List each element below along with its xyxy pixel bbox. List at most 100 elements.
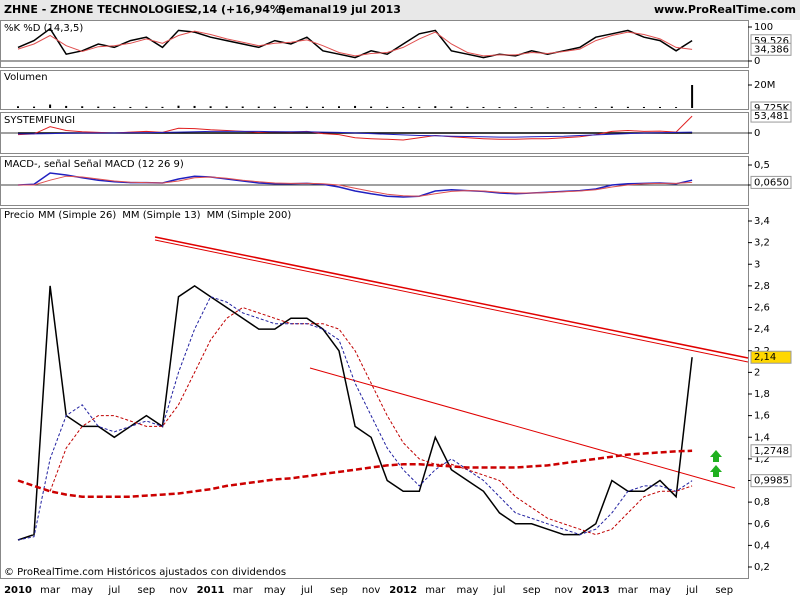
arrow-icon: [710, 450, 722, 477]
bar: [305, 106, 308, 108]
x-tick-label: mar: [618, 585, 639, 596]
x-tick-label: sep: [330, 585, 348, 596]
series-line: [17, 296, 693, 541]
bar: [498, 107, 501, 108]
header-date: 19 jul 2013: [332, 3, 401, 16]
bar: [562, 107, 565, 108]
last-value-box: [750, 42, 792, 56]
x-tick-label: jul: [107, 585, 120, 596]
y-tick-label: 2,8: [754, 281, 770, 292]
last-value-label: 2,14: [754, 352, 776, 363]
trend-line: [154, 236, 749, 359]
legend-entry: MM (Simple 26): [38, 210, 116, 221]
bar: [530, 107, 533, 108]
x-tick-label: sep: [523, 585, 541, 596]
bar: [610, 106, 613, 108]
last-value-label: 34,386: [754, 44, 789, 55]
y-tick-label: 1,4: [754, 432, 770, 443]
bar: [594, 107, 597, 108]
y-tick-label: 0,8: [754, 497, 770, 508]
x-tick-label: 2013: [582, 585, 610, 596]
panel-title: MACD-, señal Señal MACD (12 26 9): [4, 159, 184, 170]
last-value-box: [750, 109, 792, 123]
bar: [289, 106, 292, 108]
bar: [129, 106, 132, 108]
panel-title: SYSTEMFUNGI: [4, 115, 75, 126]
bar: [418, 106, 421, 108]
last-value-label: 1,2748: [754, 446, 789, 457]
x-tick-label: jul: [685, 585, 698, 596]
x-tick-label: 2010: [4, 585, 32, 596]
bar: [225, 106, 228, 108]
y-tick-label: 1,8: [754, 389, 770, 400]
bar: [642, 106, 645, 108]
trend-line: [309, 367, 736, 489]
panel: [0, 20, 749, 68]
header-bar: [0, 0, 800, 20]
y-tick-label: 0,4: [754, 540, 770, 551]
panel: [0, 208, 749, 579]
bar: [49, 104, 52, 108]
bar: [402, 106, 405, 108]
panel: [0, 156, 749, 206]
header-period: Semanal: [278, 3, 331, 16]
legend-entry: MM (Simple 13): [122, 210, 200, 221]
header-change: 2,14 (+16,94%): [190, 3, 286, 16]
y-tick-label: 3,2: [754, 238, 770, 249]
bar: [65, 105, 68, 108]
bar: [370, 106, 373, 108]
series-line: [17, 115, 693, 141]
bar: [321, 106, 324, 108]
bar: [546, 107, 549, 108]
x-tick-label: sep: [138, 585, 156, 596]
x-tick-label: may: [649, 585, 671, 596]
last-value-box: [750, 175, 792, 189]
x-tick-label: jul: [300, 585, 313, 596]
bar: [482, 106, 485, 108]
header-title: ZHNE - ZHONE TECHNOLOGIES: [4, 3, 193, 16]
bar: [434, 106, 437, 108]
y-tick-label: 3,4: [754, 216, 770, 227]
bar: [113, 106, 116, 108]
bar: [17, 106, 19, 108]
y-tick-label: 1,6: [754, 411, 770, 422]
panel-title: %K %D (14,3,5): [4, 23, 83, 34]
legend-entry: MM (Simple 200): [207, 210, 292, 221]
y-tick-label: 0: [754, 128, 760, 139]
last-value-box: [750, 474, 792, 488]
y-tick-label: 2: [754, 367, 760, 378]
series-line: [18, 175, 693, 197]
y-tick-label: 100: [754, 22, 773, 33]
y-tick-label: 3: [754, 259, 760, 270]
bar: [193, 105, 196, 108]
x-tick-label: sep: [715, 585, 733, 596]
x-tick-label: may: [264, 585, 286, 596]
trend-line: [154, 239, 749, 363]
y-tick-label: 20M: [754, 80, 775, 91]
x-tick-label: 2011: [197, 585, 225, 596]
bar: [33, 106, 36, 108]
bar: [675, 107, 678, 108]
bar: [161, 106, 164, 108]
x-tick-label: nov: [555, 585, 573, 596]
bar: [354, 105, 357, 108]
last-value-label: 0,9985: [754, 476, 789, 487]
bar: [578, 107, 581, 108]
y-tick-label: 0,6: [754, 519, 770, 530]
y-tick-label: 0: [754, 56, 760, 67]
bar: [273, 106, 276, 108]
bar: [386, 106, 389, 108]
bar: [177, 105, 180, 108]
y-tick-label: 0,2: [754, 562, 770, 573]
x-tick-label: nov: [169, 585, 187, 596]
bar: [145, 106, 148, 108]
series-line: [49, 306, 693, 536]
footer: © ProRealTime.com Históricos ajustados c…: [4, 566, 286, 578]
bar: [691, 85, 694, 108]
bar: [97, 106, 100, 108]
header-site: www.ProRealTime.com: [654, 3, 796, 16]
bar: [209, 106, 212, 108]
last-value-label: 0,0650: [754, 177, 789, 188]
bar: [466, 106, 469, 108]
